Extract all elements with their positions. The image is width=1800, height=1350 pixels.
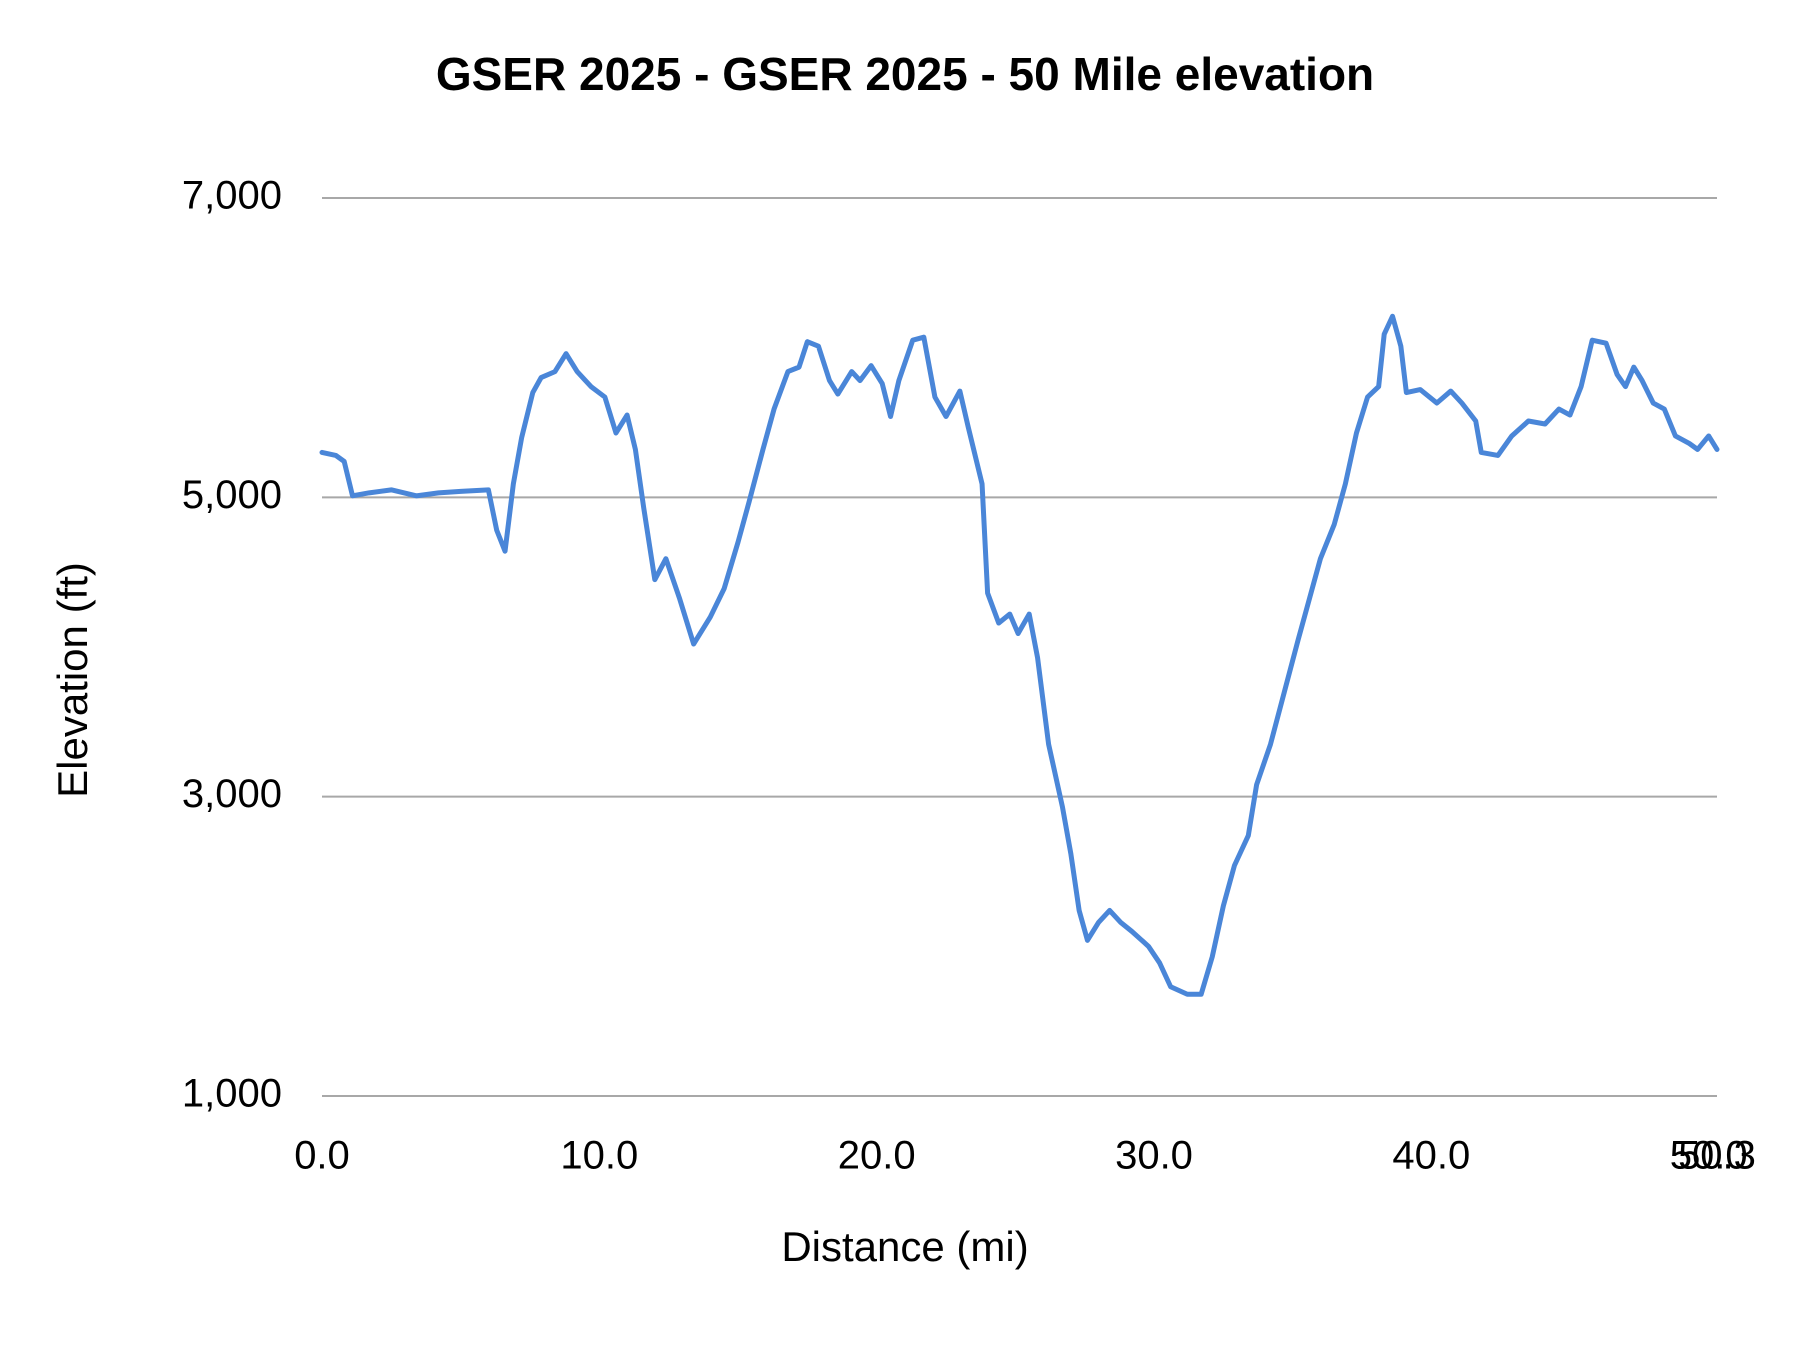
- x-tick-label: 50.3: [1678, 1134, 1756, 1178]
- x-tick-label: 30.0: [1115, 1134, 1193, 1178]
- x-tick-label: 20.0: [838, 1134, 916, 1178]
- x-axis-title: Distance (mi): [781, 1223, 1028, 1270]
- x-tick-label: 10.0: [560, 1134, 638, 1178]
- chart-title: GSER 2025 - GSER 2025 - 50 Mile elevatio…: [436, 48, 1374, 100]
- x-tick-label: 0.0: [294, 1134, 350, 1178]
- x-tick-label: 50.0: [1670, 1134, 1748, 1178]
- y-tick-label: 7,000: [182, 174, 282, 218]
- y-axis-title: Elevation (ft): [49, 562, 96, 798]
- y-tick-label: 1,000: [182, 1072, 282, 1116]
- y-tick-label: 5,000: [182, 473, 282, 517]
- y-tick-label: 3,000: [182, 772, 282, 816]
- line-series: [319, 313, 1720, 997]
- x-tick-label: 40.0: [1392, 1134, 1470, 1178]
